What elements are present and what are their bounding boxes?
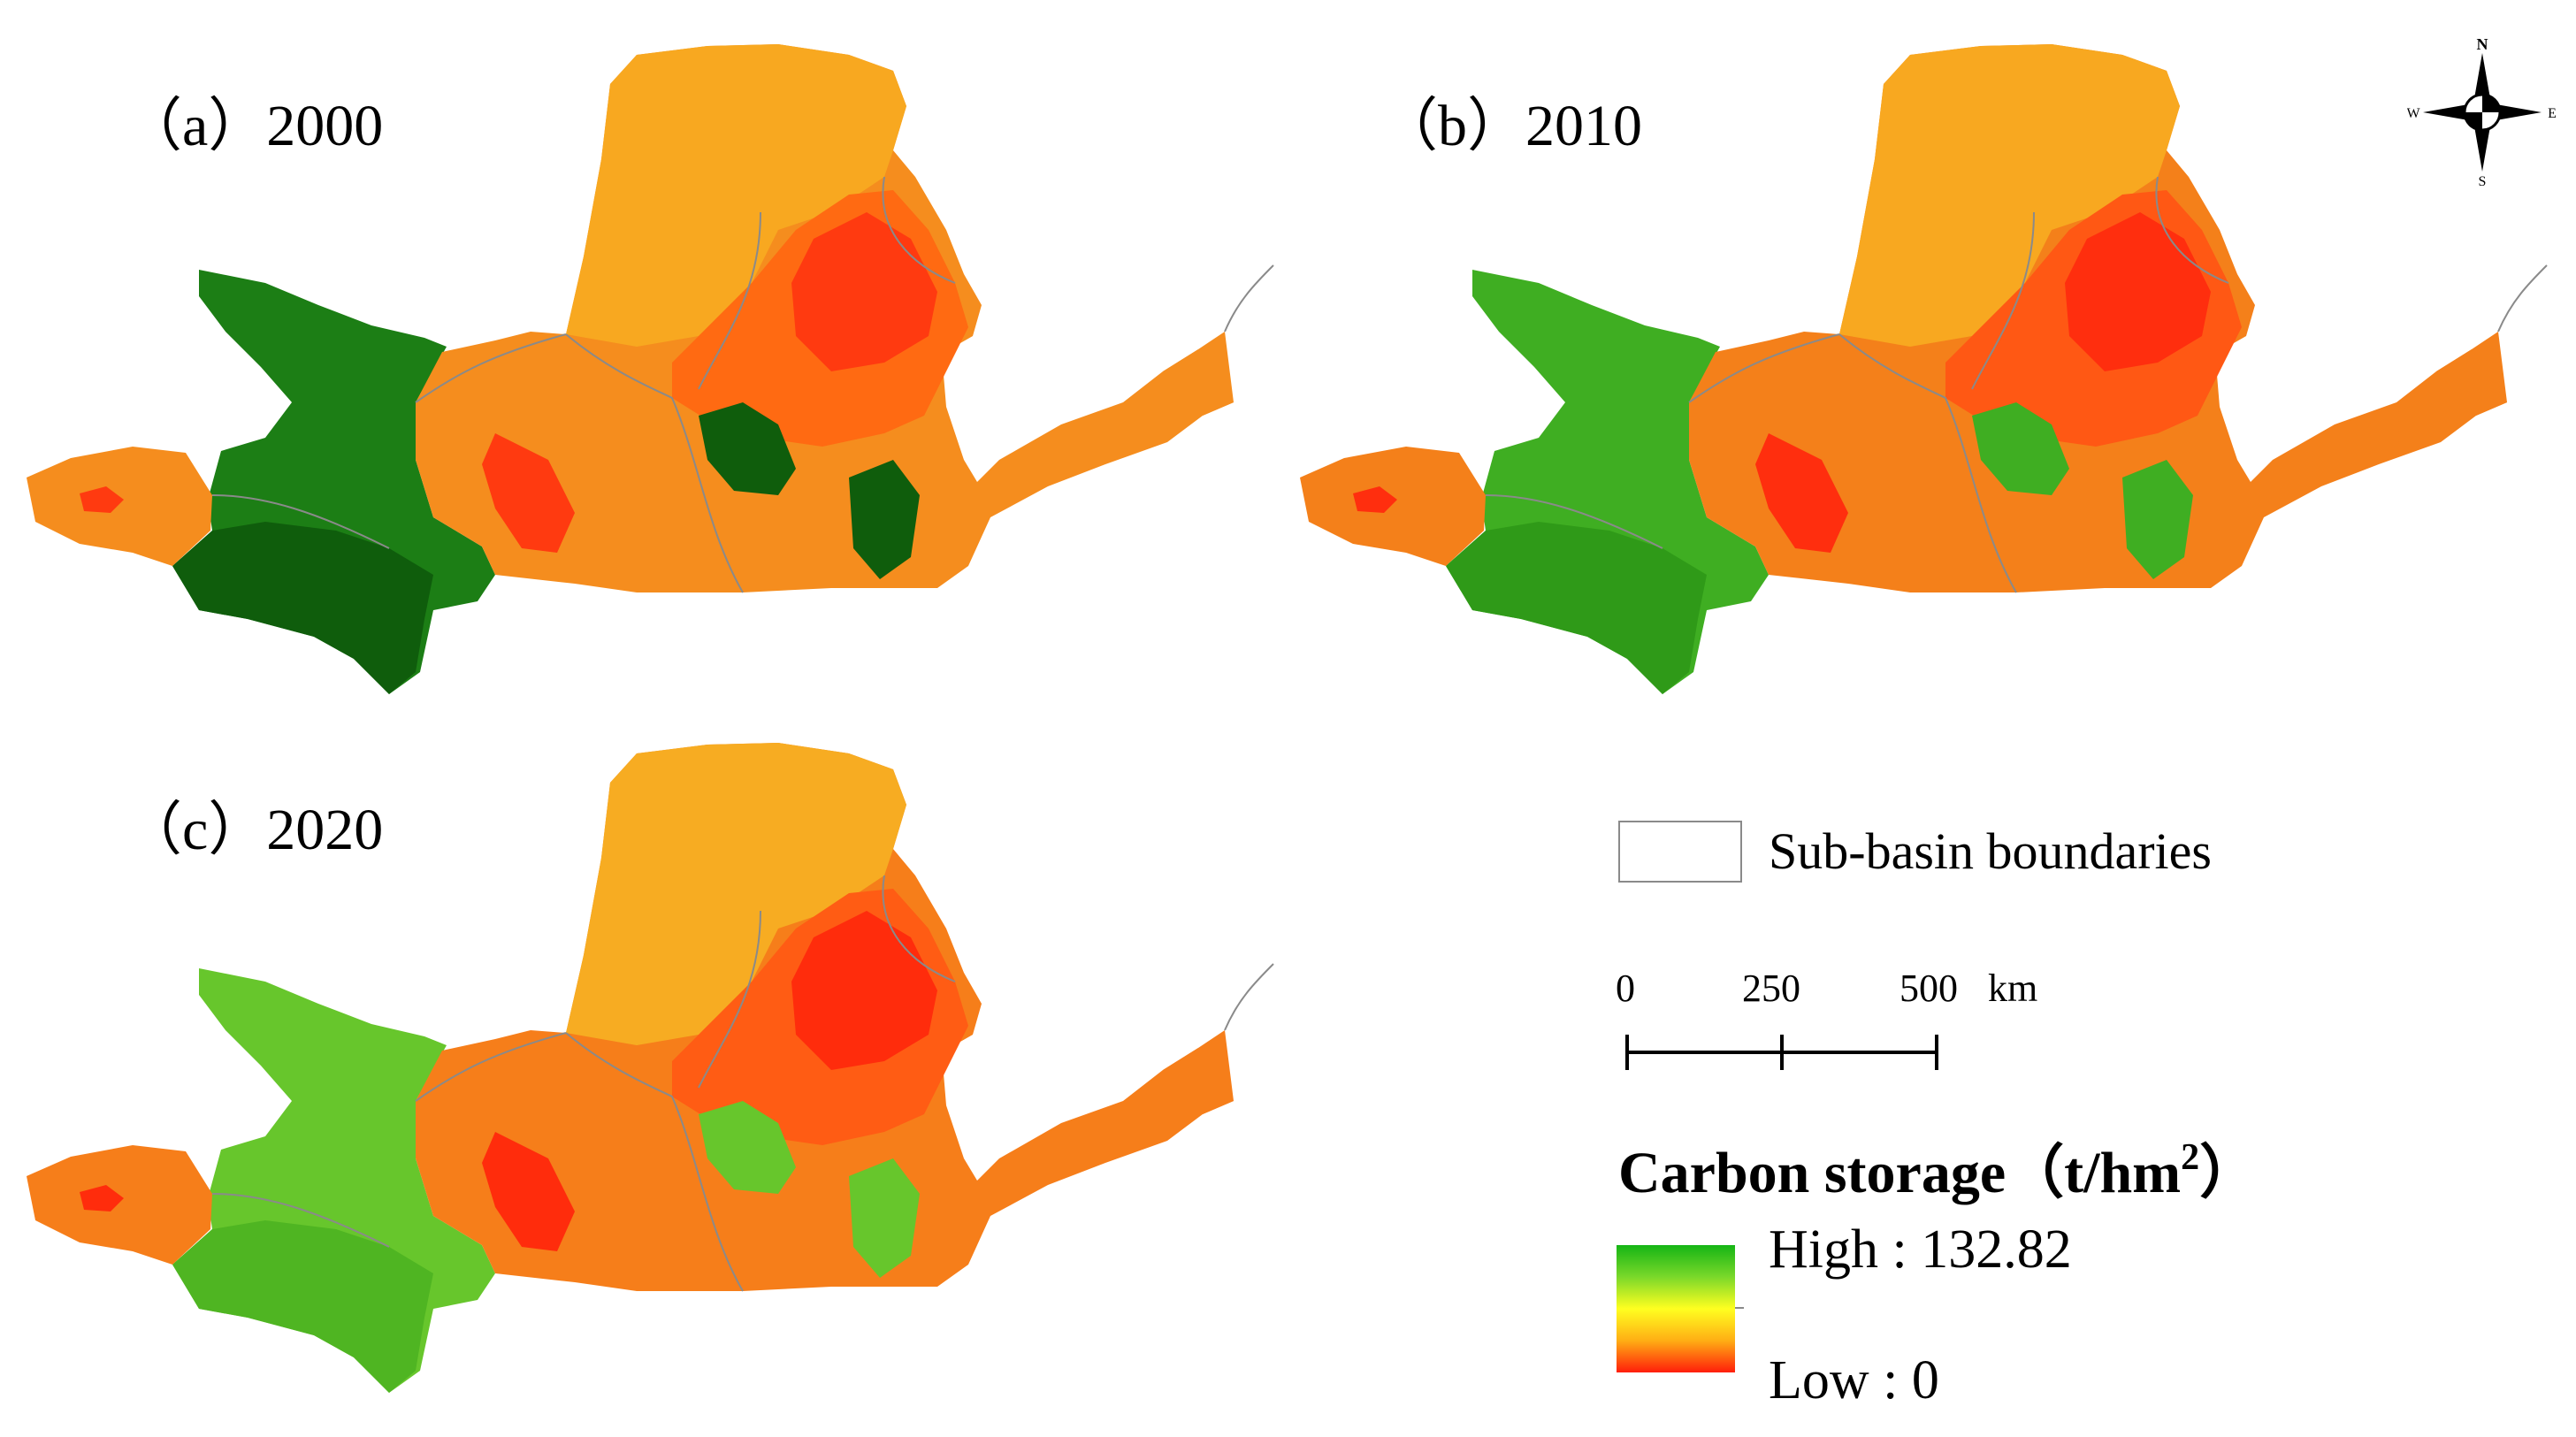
map-panel-2000 [0, 0, 1291, 725]
source-lake [1353, 486, 1397, 513]
northern-loop-region [566, 44, 906, 347]
boundary-swatch [1618, 821, 1742, 883]
sub-basin-line [1224, 264, 1274, 332]
sub-basin-line [2155, 176, 2229, 284]
eastern-tail-region [1163, 332, 1234, 416]
scale-unit: km [1988, 967, 2038, 1010]
sub-basin-line [882, 176, 956, 284]
far-west-region [1300, 447, 1486, 566]
gradient-tick [1735, 1307, 1744, 1309]
sub-basin-line [211, 494, 390, 549]
western-loss-patch [1755, 433, 1848, 553]
sub-basin-line [211, 1193, 390, 1248]
west-dark-region [1446, 522, 1707, 694]
sub-basin-boundaries [211, 875, 1274, 1292]
forest-patch-east [849, 1158, 920, 1278]
legend-title: Carbon storage（t/hm2） [1618, 1125, 2258, 1210]
high-loss-region [2065, 212, 2211, 371]
compass-e: E [2548, 106, 2557, 121]
source-lake [80, 1185, 124, 1212]
sub-basin-line [565, 333, 744, 593]
compass-n: N [2477, 37, 2488, 53]
sub-basin-line [415, 333, 567, 403]
basin-shape [1300, 44, 2507, 694]
eastern-tail-region [1163, 1030, 1234, 1114]
legend-low-label: Low : 0 [1769, 1350, 1939, 1410]
legend-title-unit-close: ） [2199, 1141, 2259, 1205]
legend-title-unit-open: （t/hm [2006, 1141, 2182, 1205]
map-panel-2020 [0, 725, 1291, 1437]
sub-basin-line [1485, 494, 1663, 549]
sub-basin-line [2497, 264, 2548, 332]
sub-basin-line [698, 211, 761, 390]
far-west-region [27, 1145, 212, 1265]
compass-s: S [2479, 174, 2487, 187]
map-panel-2010 [1273, 0, 2565, 725]
high-loss-region [791, 911, 937, 1070]
legend-high-label: High : 132.82 [1769, 1219, 2072, 1280]
basin-shape [27, 44, 1234, 694]
source-lake [80, 486, 124, 513]
northern-loop-region [1839, 44, 2180, 347]
sub-basin-line [415, 1032, 567, 1102]
carbon-gradient-bar [1617, 1245, 1735, 1372]
sub-basin-line [698, 910, 761, 1089]
sub-basin-line [565, 1032, 744, 1292]
western-loss-patch [482, 433, 575, 553]
forest-patch-east [2122, 460, 2193, 579]
northern-loop-region [566, 743, 906, 1045]
legend-title-main: Carbon storage [1618, 1141, 2007, 1205]
western-loss-patch [482, 1132, 575, 1251]
forest-patch [699, 402, 796, 495]
basin-map-2010 [1300, 44, 2548, 694]
scale-bar [1625, 1035, 1938, 1070]
sub-basin-line [1971, 211, 2035, 390]
west-dark-region [172, 522, 433, 694]
sub-basin-line [1688, 333, 1840, 403]
high-loss-region [791, 212, 937, 371]
west-dark-region [172, 1220, 433, 1393]
forest-patch-east [849, 460, 920, 579]
north-arrow-icon: N S E W [2407, 37, 2557, 187]
basin-map-2020 [27, 743, 1274, 1393]
forest-patch [1972, 402, 2069, 495]
forest-patch [699, 1101, 796, 1194]
scale-mid: 250 [1742, 967, 1800, 1010]
sub-basin-line [1224, 963, 1274, 1031]
legend-title-unit-sup: 2 [2181, 1137, 2200, 1178]
sub-basin-boundaries [1485, 176, 2548, 593]
sub-basin-line [882, 875, 956, 982]
panel-label-c: （c）2020 [124, 798, 384, 862]
compass-w: W [2407, 106, 2420, 121]
sub-basin-boundaries [211, 176, 1274, 593]
basin-map-2000 [27, 44, 1274, 694]
scale-zero: 0 [1616, 967, 1635, 1010]
sub-basin-line [1838, 333, 2017, 593]
far-west-region [27, 447, 212, 566]
eastern-tail-region [2436, 332, 2507, 416]
boundary-label: Sub-basin boundaries [1769, 822, 2212, 880]
basin-shape [27, 743, 1234, 1393]
scale-max: 500 [1900, 967, 1958, 1010]
panel-label-a: （a）2000 [124, 94, 384, 158]
panel-label-b: （b）2010 [1380, 94, 1642, 158]
